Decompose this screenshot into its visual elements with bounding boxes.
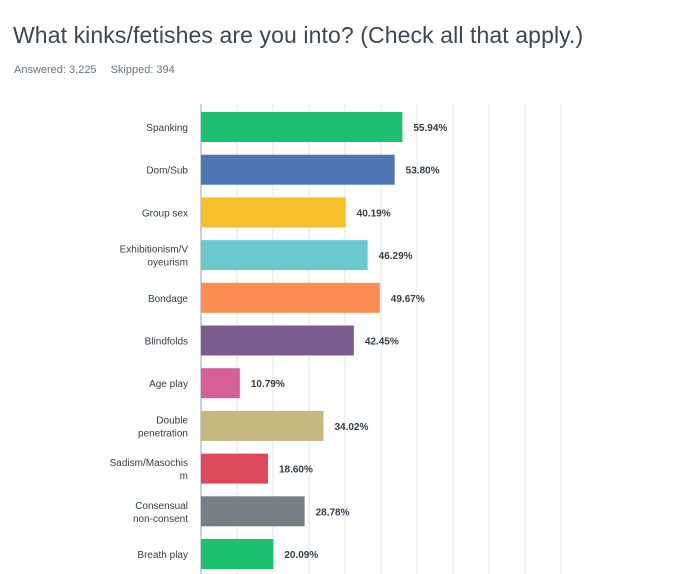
category-label: Group sex <box>142 208 188 219</box>
bar <box>201 539 274 569</box>
category-label: Blindfolds <box>145 337 188 348</box>
bar <box>201 453 268 484</box>
bar <box>201 368 240 399</box>
category-label: Double penetration <box>138 415 188 439</box>
data-label: 42.45% <box>365 337 399 348</box>
data-label: 40.19% <box>357 208 391 219</box>
skipped-count: Skipped: 394 <box>110 64 175 76</box>
answered-count: Answered: 3,225 <box>14 64 97 76</box>
category-label: Breath play <box>137 550 188 561</box>
data-label: 49.67% <box>391 294 425 305</box>
bar <box>201 112 403 142</box>
category-label: Bondage <box>148 294 188 305</box>
category-label: Exhibitionism/V oyeurism <box>120 245 189 269</box>
question-title: What kinks/fetishes are you into? (Check… <box>13 22 584 48</box>
category-label: Dom/Sub <box>146 166 188 177</box>
bar <box>201 240 368 271</box>
bar <box>201 410 324 441</box>
data-label: 53.80% <box>406 166 440 177</box>
bar <box>201 197 346 228</box>
response-stats: Answered: 3,225 Skipped: 394 <box>14 64 175 76</box>
data-label: 20.09% <box>284 550 318 561</box>
data-label: 46.29% <box>379 251 413 262</box>
data-label: 18.60% <box>279 465 313 476</box>
data-label: 34.02% <box>334 422 368 433</box>
category-label: Consensual non-consent <box>133 501 188 525</box>
category-label: Spanking <box>146 123 188 134</box>
category-label: Sadism/Masochis m <box>110 458 188 482</box>
bar <box>201 154 395 185</box>
bar <box>201 282 380 313</box>
data-label: 28.78% <box>316 507 350 518</box>
bar <box>201 496 305 527</box>
bar <box>201 325 354 356</box>
data-label: 10.79% <box>251 379 285 390</box>
data-label: 55.94% <box>413 123 447 134</box>
category-label: Age play <box>149 379 188 390</box>
